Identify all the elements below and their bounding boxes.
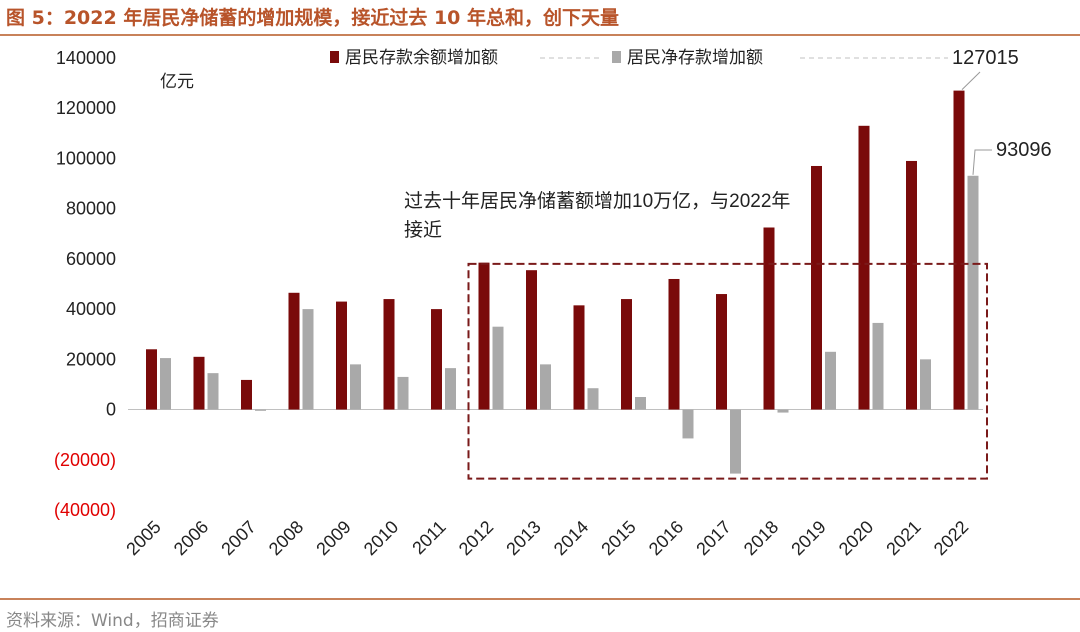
bar-deposit-balance-2007 <box>241 379 252 410</box>
bar-deposit-balance-2013 <box>526 270 537 410</box>
x-tick-label: 2013 <box>502 517 544 559</box>
legend-label: 居民净存款增加额 <box>627 48 763 67</box>
bar-deposit-balance-2021 <box>906 160 917 410</box>
bar-deposit-balance-2017 <box>716 294 727 410</box>
x-tick-label: 2006 <box>170 517 212 559</box>
x-tick-label: 2019 <box>787 517 829 559</box>
bar-net-deposit-2022 <box>967 175 979 410</box>
y-tick-label: 100000 <box>56 148 116 168</box>
legend-label: 居民存款余额增加额 <box>345 48 498 67</box>
bar-net-deposit-2014 <box>587 388 599 410</box>
callout-leader-1 <box>961 71 981 90</box>
bar-deposit-balance-2018 <box>763 227 775 410</box>
bar-net-deposit-2016 <box>682 409 694 439</box>
bar-net-deposit-2020 <box>872 322 884 410</box>
bar-deposit-balance-2006 <box>193 356 205 410</box>
legend-swatch <box>330 51 339 63</box>
y-tick-label: 0 <box>106 400 116 420</box>
bar-net-deposit-2018 <box>777 409 789 413</box>
data-label-2022-net-deposit: 93096 <box>996 139 1052 161</box>
x-tick-label: 2018 <box>740 517 782 559</box>
x-tick-label: 2007 <box>217 517 259 559</box>
x-tick-label: 2017 <box>692 517 734 559</box>
x-tick-label: 2021 <box>882 517 924 559</box>
x-tick-label: 2014 <box>550 517 592 559</box>
y-tick-label: (40000) <box>54 500 116 520</box>
y-tick-label: 60000 <box>66 249 116 269</box>
footer-divider <box>0 598 1080 600</box>
bar-net-deposit-2013 <box>540 364 551 410</box>
x-tick-label: 2011 <box>408 517 450 559</box>
x-tick-label: 2009 <box>312 517 354 559</box>
bar-chart: 140000 120000 100000 80000 60000 40000 20000 0 (… <box>54 47 1052 559</box>
bar-net-deposit-2006 <box>207 373 219 410</box>
bar-net-deposit-2015 <box>635 397 646 410</box>
data-label-2022-deposit-balance: 127015 <box>952 47 1019 69</box>
bar-net-deposit-2019 <box>825 351 836 410</box>
x-axis-labels: 2005 2006 2007 2008 2009 2010 2011 2012 2013 2014… <box>122 517 972 559</box>
y-tick-label: (20000) <box>54 450 116 470</box>
x-tick-label: 2010 <box>360 517 402 559</box>
bar-net-deposit-2009 <box>350 364 361 410</box>
figure-title: 图 5：2022 年居民净储蓄的增加规模，接近过去 10 年总和，创下天量 <box>6 7 620 29</box>
x-tick-label: 2022 <box>930 517 972 559</box>
bar-deposit-balance-2022 <box>953 90 965 410</box>
x-tick-label: 2016 <box>645 517 687 559</box>
bar-net-deposit-2012 <box>492 326 504 410</box>
legend-swatch <box>612 51 621 63</box>
y-tick-label: 140000 <box>56 48 116 68</box>
y-axis-ticks: 140000 120000 100000 80000 60000 40000 20000 0 (… <box>54 48 116 520</box>
bar-net-deposit-2007 <box>255 409 266 411</box>
bar-net-deposit-2017 <box>730 409 741 474</box>
bar-deposit-balance-2016 <box>668 278 680 410</box>
source-note: 资料来源：Wind，招商证券 <box>6 611 219 631</box>
bar-deposit-balance-2011 <box>431 309 442 410</box>
bar-deposit-balance-2019 <box>811 165 822 410</box>
title-divider <box>0 34 1080 36</box>
bar-deposit-balance-2020 <box>858 125 870 410</box>
bar-deposit-balance-2005 <box>146 349 157 410</box>
bar-deposit-balance-2008 <box>288 292 300 410</box>
x-tick-label: 2020 <box>835 517 877 559</box>
y-tick-label: 40000 <box>66 299 116 319</box>
legend: 居民存款余额增加额 居民净存款增加额 <box>330 48 948 67</box>
annotation-text-line-2: 接近 <box>404 219 442 241</box>
data-label-callouts: 127015 93096 <box>952 47 1052 175</box>
annotation-box <box>467 262 988 480</box>
bars <box>146 90 979 474</box>
x-tick-label: 2008 <box>265 517 307 559</box>
bar-net-deposit-2010 <box>397 376 409 410</box>
bar-net-deposit-2021 <box>920 359 931 410</box>
y-tick-label: 20000 <box>66 349 116 369</box>
y-tick-label: 80000 <box>66 199 116 219</box>
x-tick-label: 2015 <box>597 517 639 559</box>
x-tick-label: 2012 <box>455 517 497 559</box>
x-tick-label: 2005 <box>122 517 164 559</box>
bar-deposit-balance-2014 <box>573 305 585 410</box>
bar-net-deposit-2011 <box>445 368 456 410</box>
callout-leader-2 <box>972 149 992 175</box>
annotation-text-line-1: 过去十年居民净储蓄额增加10万亿，与2022年 <box>404 190 790 212</box>
y-tick-label: 120000 <box>56 98 116 118</box>
bar-deposit-balance-2015 <box>621 299 632 410</box>
bar-deposit-balance-2010 <box>383 299 395 410</box>
bar-net-deposit-2008 <box>302 309 314 410</box>
bar-deposit-balance-2009 <box>336 301 347 410</box>
bar-deposit-balance-2012 <box>478 262 490 410</box>
unit-label: 亿元 <box>160 72 194 91</box>
bar-net-deposit-2005 <box>160 358 171 410</box>
